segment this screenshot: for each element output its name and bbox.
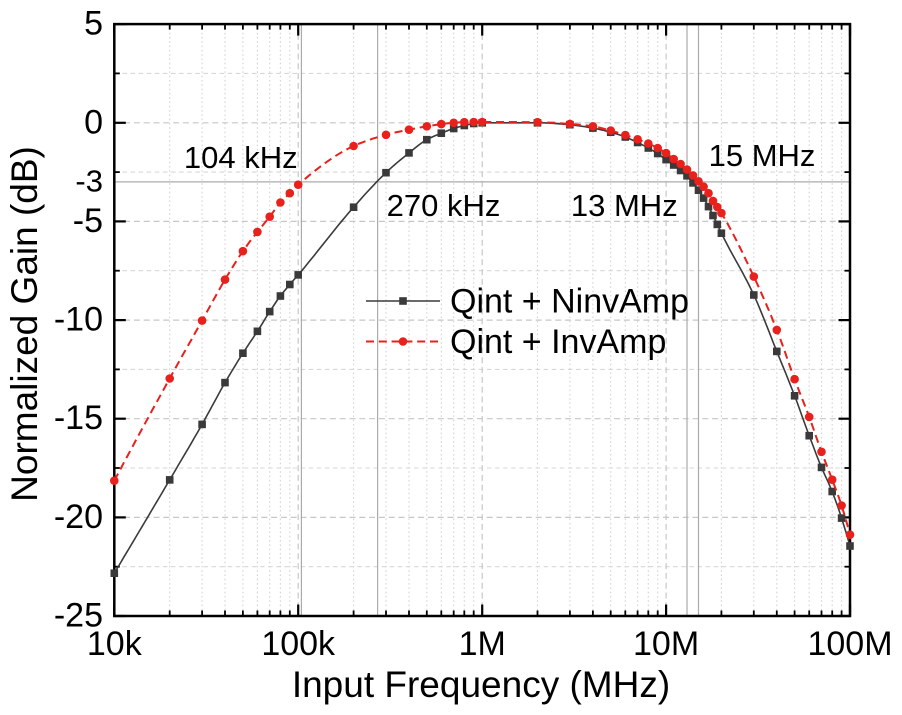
svg-text:10M: 10M	[633, 625, 699, 663]
svg-text:-3: -3	[75, 164, 103, 199]
svg-text:0: 0	[84, 103, 103, 141]
svg-text:15 MHz: 15 MHz	[709, 138, 816, 173]
svg-text:13 MHz: 13 MHz	[571, 188, 678, 223]
svg-text:1M: 1M	[459, 625, 506, 663]
svg-text:100M: 100M	[807, 625, 892, 663]
svg-text:-5: -5	[73, 202, 103, 240]
svg-text:-10: -10	[54, 301, 103, 339]
svg-text:Normalized Gain (dB): Normalized Gain (dB)	[4, 146, 45, 502]
svg-text:10k: 10k	[87, 625, 143, 663]
svg-text:5: 5	[84, 5, 103, 43]
svg-text:Qint + InvAmp: Qint + InvAmp	[450, 323, 666, 361]
svg-text:-25: -25	[54, 597, 103, 635]
svg-text:104 kHz: 104 kHz	[184, 140, 298, 175]
svg-text:100k: 100k	[261, 625, 336, 663]
svg-text:-20: -20	[54, 498, 103, 536]
svg-text:-15: -15	[54, 399, 103, 437]
svg-text:Input Frequency (MHz): Input Frequency (MHz)	[292, 664, 670, 705]
svg-text:270 kHz: 270 kHz	[387, 188, 501, 223]
svg-text:Qint + NinvAmp: Qint + NinvAmp	[450, 282, 689, 320]
